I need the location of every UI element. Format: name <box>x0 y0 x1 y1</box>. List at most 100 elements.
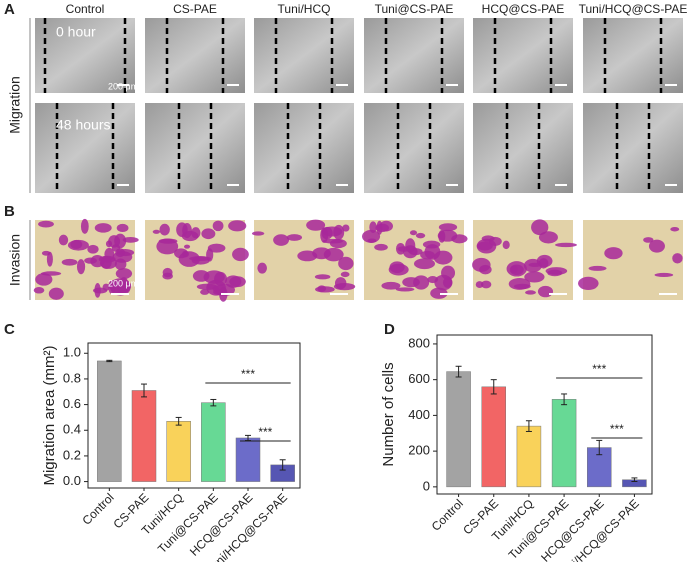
y-axis-title: Number of cells <box>380 362 397 466</box>
stained-cell <box>555 242 577 248</box>
stained-cell <box>670 226 680 232</box>
micrograph <box>145 103 245 193</box>
stained-cell <box>588 265 607 271</box>
stained-cell <box>158 238 178 244</box>
stained-cell <box>232 247 249 262</box>
stained-cell <box>409 230 418 236</box>
stained-cell <box>320 227 329 243</box>
stained-cell <box>395 287 415 292</box>
y-tick-label: 0.0 <box>63 473 81 488</box>
stained-cell <box>338 256 354 271</box>
stained-cell <box>648 239 665 253</box>
stained-cell <box>437 229 458 242</box>
stained-cell <box>413 275 430 290</box>
stained-cell <box>225 275 242 288</box>
stained-cell <box>212 220 224 232</box>
column-header: Control <box>66 2 105 16</box>
y-tick-label: 0.6 <box>63 396 81 411</box>
stained-cell <box>375 223 390 233</box>
stained-cell <box>40 271 62 276</box>
row-label: Migration <box>7 76 23 134</box>
significance-label: *** <box>258 425 272 439</box>
stained-cell <box>476 241 493 251</box>
micrograph <box>583 103 683 193</box>
stained-cell <box>184 244 191 249</box>
plot-frame <box>87 342 301 489</box>
bar <box>201 402 226 482</box>
stained-cell <box>488 236 502 247</box>
stained-cell <box>340 271 350 278</box>
stained-cell <box>333 282 356 291</box>
y-tick-label: 600 <box>408 371 430 386</box>
stained-cell <box>114 233 127 249</box>
stained-cell <box>70 239 83 249</box>
stained-cell <box>604 247 623 260</box>
stained-cell <box>286 234 303 241</box>
time-label: 48 hours <box>56 117 110 133</box>
stained-cell <box>116 223 129 233</box>
micrograph <box>473 103 573 193</box>
column-header: Tuni/HCQ@CS-PAE <box>579 2 688 16</box>
stained-cell <box>315 286 335 293</box>
stained-cell <box>433 250 453 265</box>
stained-cell <box>94 223 112 233</box>
y-tick-label: 0 <box>423 478 430 493</box>
stained-cell <box>502 240 510 250</box>
stained-cell <box>152 229 161 234</box>
stained-cell <box>323 247 344 262</box>
micrograph <box>35 103 135 193</box>
y-tick-label: 400 <box>408 407 430 422</box>
row-label: Invasion <box>7 234 23 286</box>
column-header: HCQ@CS-PAE <box>482 2 565 16</box>
stained-cell <box>374 243 388 251</box>
stained-cell <box>35 273 53 286</box>
stained-cell <box>480 280 492 289</box>
stained-cell <box>524 271 545 283</box>
micrograph <box>145 18 245 93</box>
stained-cell <box>531 219 549 236</box>
micrograph <box>35 18 135 93</box>
column-header: CS-PAE <box>173 2 217 16</box>
bar <box>446 371 471 488</box>
stained-cell <box>314 274 331 280</box>
stained-cell <box>475 281 484 288</box>
time-label: 0 hour <box>56 24 96 40</box>
y-tick-label: 0.8 <box>63 370 81 385</box>
stained-cell <box>538 231 558 244</box>
stained-cell <box>508 278 531 290</box>
stained-cell <box>251 231 265 236</box>
plot-frame <box>436 334 653 495</box>
stained-cell <box>38 220 54 228</box>
stained-cell <box>420 250 435 260</box>
stained-cell <box>228 220 247 232</box>
stained-cell <box>422 240 441 249</box>
y-tick-label: 1.0 <box>63 345 81 360</box>
y-tick-label: 200 <box>408 443 430 458</box>
stained-cell <box>109 278 132 294</box>
stained-cell <box>94 282 101 298</box>
bar <box>481 386 506 488</box>
stained-cell <box>525 290 536 295</box>
stained-cell <box>76 259 86 275</box>
micrograph <box>473 18 573 93</box>
stained-cell <box>438 223 458 232</box>
stained-cell <box>672 253 683 264</box>
stained-cell <box>654 272 674 278</box>
stained-cell <box>257 262 267 274</box>
y-tick-label: 800 <box>408 335 430 350</box>
stained-cell <box>528 262 542 267</box>
stained-cell <box>122 236 139 243</box>
stained-cell <box>176 222 188 237</box>
stained-cell <box>643 237 654 243</box>
stained-cell <box>322 238 344 244</box>
stained-cell <box>367 238 377 243</box>
panel-label: B <box>4 203 15 220</box>
stained-cell <box>381 281 401 290</box>
stained-cell <box>206 279 226 296</box>
invasion-image <box>583 220 683 300</box>
column-header: Tuni@CS-PAE <box>375 2 454 16</box>
y-tick-label: 0.4 <box>63 422 81 437</box>
stained-cell <box>80 218 89 234</box>
stained-cell <box>388 263 409 276</box>
bar <box>551 399 577 488</box>
